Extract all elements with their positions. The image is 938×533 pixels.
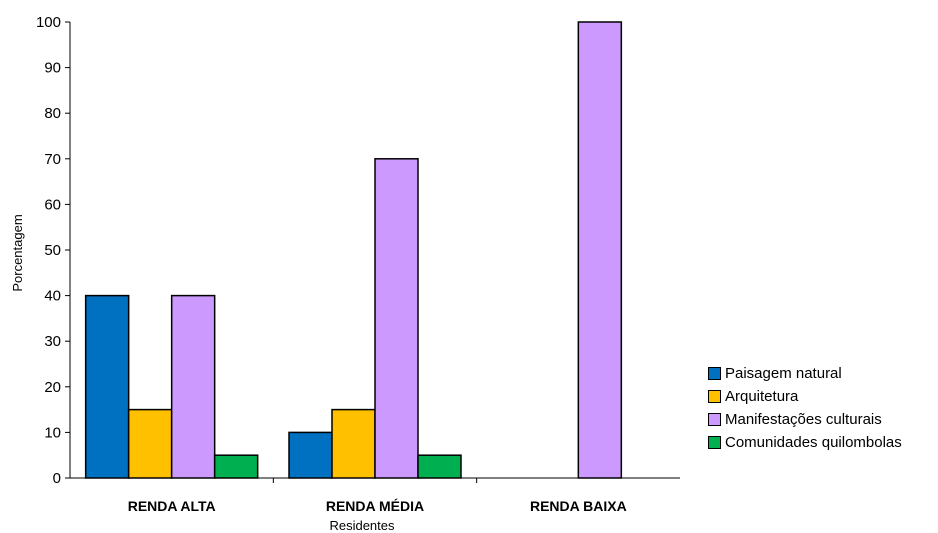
legend-item: Comunidades quilombolas	[708, 431, 902, 454]
bar-arquitetura-0	[127, 408, 173, 479]
x-category-label: RENDA MÉDIA	[326, 498, 424, 514]
bar-paisagem-natural-0	[84, 294, 130, 479]
y-tick-label: 90	[44, 60, 61, 77]
y-tick-label: 80	[44, 105, 61, 122]
legend-swatch	[708, 367, 721, 380]
y-tick-label: 40	[44, 288, 61, 305]
bar-manifesta-es-culturais-2	[577, 21, 623, 479]
y-tick-label: 0	[53, 470, 61, 487]
x-category-label: RENDA BAIXA	[530, 498, 627, 514]
x-category-label: RENDA ALTA	[128, 498, 216, 514]
x-axis-categories: RENDA ALTA RENDA MÉDIA RENDA BAIXA	[128, 478, 627, 514]
legend-label: Paisagem natural	[725, 365, 842, 382]
legend-swatch	[708, 413, 721, 426]
bars-group	[84, 21, 623, 479]
bar-paisagem-natural-1	[288, 431, 333, 479]
bar-comunidades-quilombolas-1	[417, 454, 462, 479]
y-tick-label: 70	[44, 151, 61, 168]
y-tick-label: 100	[36, 14, 61, 31]
bar-comunidades-quilombolas-0	[213, 454, 259, 479]
y-tick-label: 10	[44, 424, 61, 441]
bar-manifesta-es-culturais-0	[170, 294, 216, 479]
legend-swatch	[708, 436, 721, 449]
legend-item: Manifestações culturais	[708, 408, 902, 431]
bar-arquitetura-1	[331, 408, 376, 479]
bar-manifesta-es-culturais-1	[374, 158, 419, 479]
y-axis-ticks: 0 10 20 30 40 50 60 70 80 90 100	[36, 14, 70, 487]
y-tick-label: 20	[44, 379, 61, 396]
y-axis-title: Porcentagem	[10, 214, 25, 291]
y-tick-label: 50	[44, 242, 61, 259]
y-tick-label: 60	[44, 196, 61, 213]
x-axis-title: Residentes	[329, 518, 395, 533]
legend-label: Manifestações culturais	[725, 411, 882, 428]
legend-label: Comunidades quilombolas	[725, 434, 902, 451]
legend-label: Arquitetura	[725, 388, 799, 405]
legend-item: Paisagem natural	[708, 362, 902, 385]
legend-swatch	[708, 390, 721, 403]
legend-item: Arquitetura	[708, 385, 902, 408]
y-tick-label: 30	[44, 333, 61, 350]
legend: Paisagem natural Arquitetura Manifestações…	[708, 362, 902, 454]
